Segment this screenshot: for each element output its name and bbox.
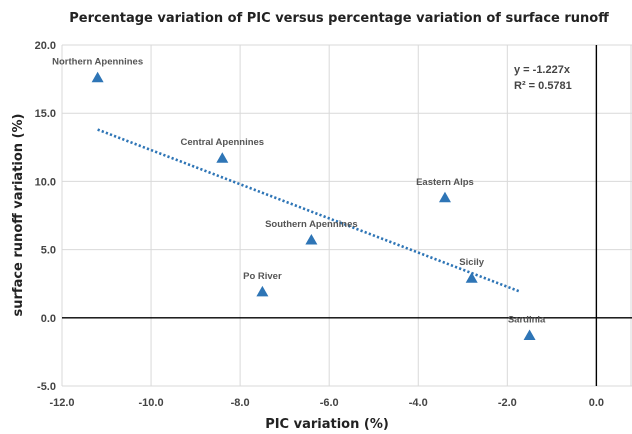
data-point-triangle — [91, 71, 104, 83]
data-points — [91, 71, 536, 341]
data-point-label: Central Apennines — [181, 137, 265, 148]
x-axis-title: PIC variation (%) — [265, 417, 389, 432]
data-point-triangle — [523, 329, 536, 341]
data-point-label: Po River — [243, 271, 282, 282]
point-labels: Northern Apennines Central Apennines Easte… — [52, 57, 546, 326]
data-point-label: Eastern Alps — [416, 177, 474, 188]
x-tick-label: -4.0 — [409, 397, 428, 409]
data-point-triangle — [305, 234, 318, 245]
data-point-label: Northern Apennines — [52, 57, 143, 68]
data-point-triangle — [465, 272, 478, 283]
y-tick-label: 20.0 — [35, 40, 56, 52]
y-axis-title: surface runoff variation (%) — [11, 114, 26, 317]
x-tick-label: -2.0 — [498, 397, 517, 409]
data-point-label: Sardinia — [508, 315, 546, 326]
trendline-equation: y = -1.227x — [514, 64, 571, 76]
trendline-group — [97, 128, 522, 294]
x-tick-label: 0.0 — [589, 397, 604, 409]
x-tick-label: -12.0 — [49, 397, 74, 409]
axes — [62, 45, 632, 386]
x-tick-label: -10.0 — [139, 397, 164, 409]
trendline — [97, 128, 522, 294]
y-tick-label: 10.0 — [35, 176, 56, 188]
trendline-r-squared: R² = 0.5781 — [514, 80, 572, 92]
tick-labels: -12.0 -10.0 -8.0 -6.0 -4.0 -2.0 0.0 -5.0 0.0 5.0 1… — [35, 40, 604, 409]
data-point-triangle — [256, 285, 269, 297]
gridlines — [61, 44, 632, 387]
data-point-label: Sicily — [459, 257, 485, 268]
y-tick-label: 15.0 — [35, 108, 56, 120]
x-tick-label: -8.0 — [231, 397, 250, 409]
data-point-triangle — [216, 152, 229, 163]
data-point-label: Southern Apennines — [265, 219, 358, 230]
data-point-triangle — [438, 191, 451, 203]
y-tick-label: -5.0 — [37, 381, 56, 393]
chart-title: Percentage variation of PIC versus perce… — [69, 11, 609, 26]
x-tick-label: -6.0 — [320, 397, 339, 409]
y-tick-label: 0.0 — [41, 313, 56, 325]
y-tick-label: 5.0 — [41, 245, 56, 257]
